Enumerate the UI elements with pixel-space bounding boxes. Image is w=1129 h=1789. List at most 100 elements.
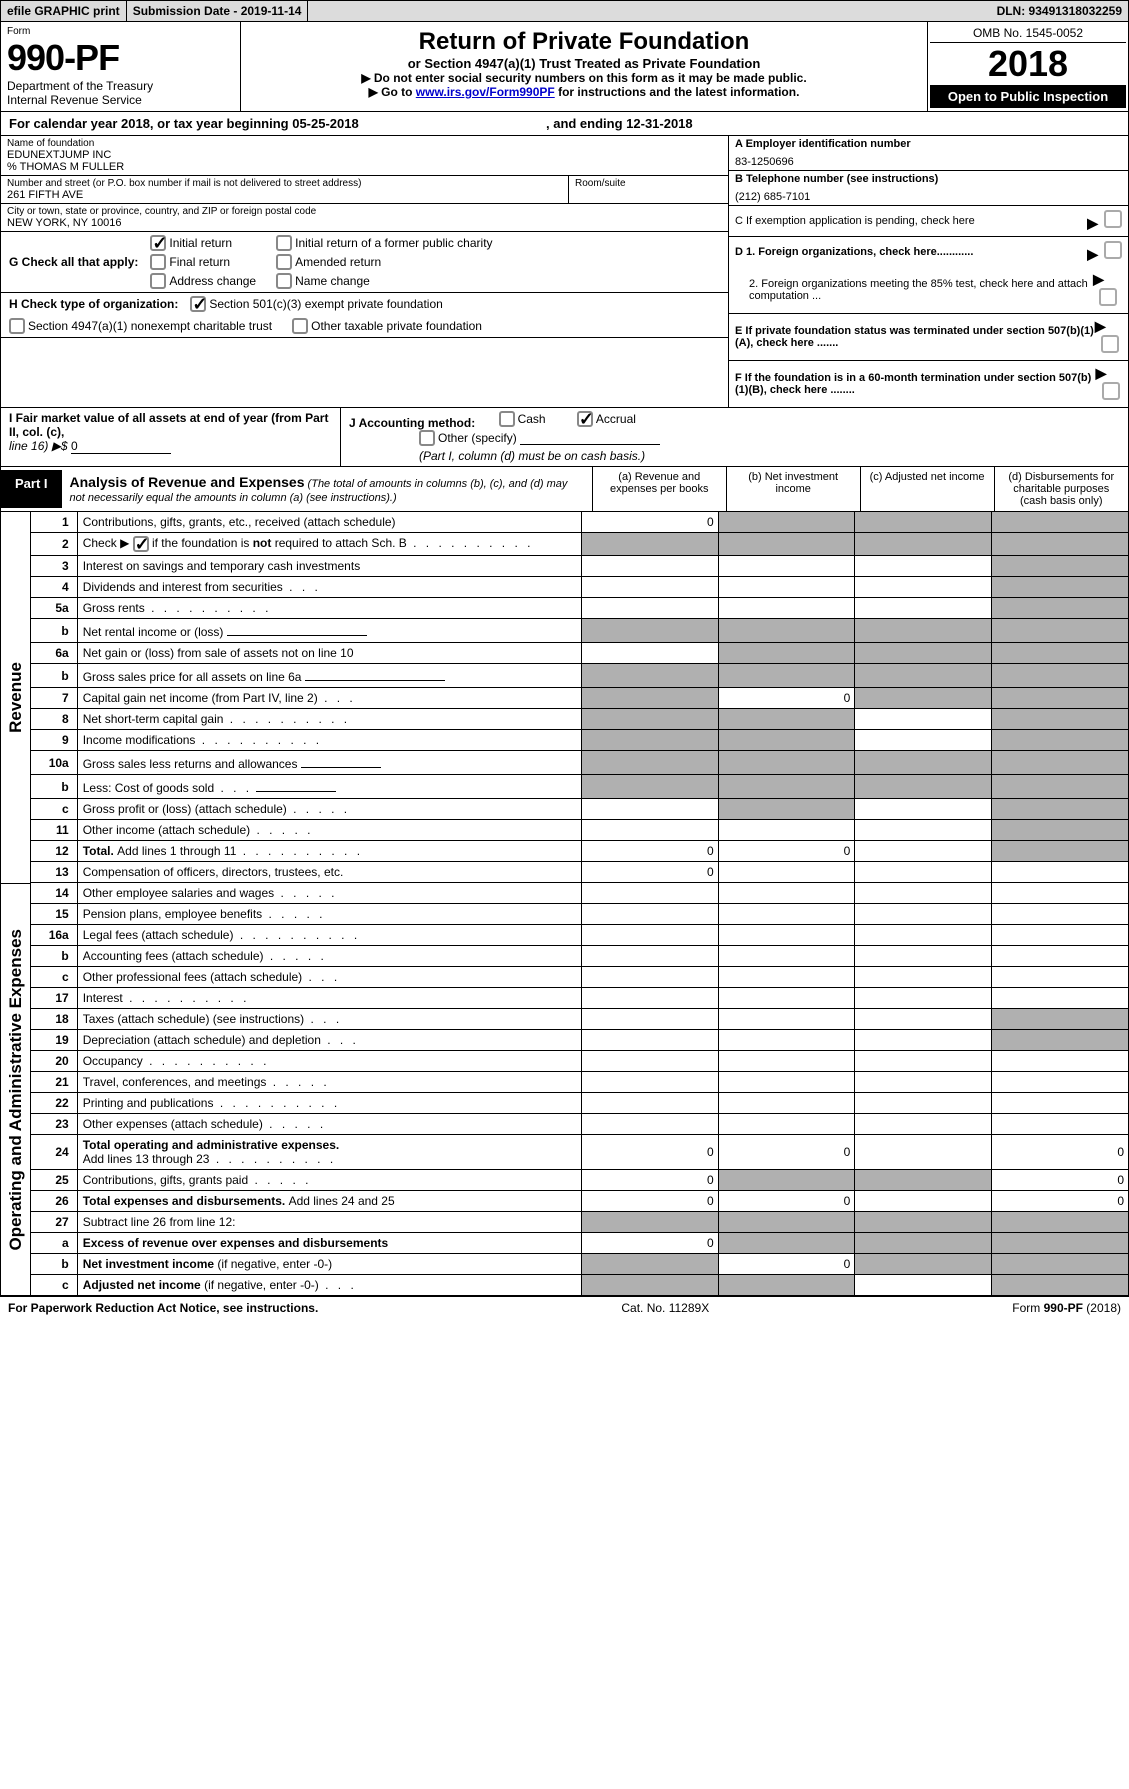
line-10b-desc: Less: Cost of goods sold [77, 775, 581, 799]
checkbox-d2[interactable] [1099, 288, 1117, 306]
cash-label: Cash [518, 412, 546, 426]
checkbox-501c3[interactable] [190, 296, 206, 312]
accrual-label: Accrual [596, 412, 636, 426]
line-16b-num: b [31, 946, 77, 967]
addr-label: Number and street (or P.O. box number if… [7, 178, 562, 189]
foundation-name-cell: Name of foundation EDUNEXTJUMP INC % THO… [1, 136, 728, 176]
line-1-c [855, 512, 992, 533]
checkbox-f[interactable] [1102, 382, 1120, 400]
cal-year-end: , and ending 12-31-2018 [546, 116, 693, 131]
line-11-desc: Other income (attach schedule) [77, 820, 581, 841]
4947-label: Section 4947(a)(1) nonexempt charitable … [28, 319, 272, 333]
initial-return-label: Initial return [169, 236, 232, 250]
checkbox-initial-former[interactable] [276, 235, 292, 251]
c-row: C If exemption application is pending, c… [729, 206, 1128, 237]
line-1-d [991, 512, 1128, 533]
main-table: Revenue Operating and Administrative Exp… [1, 512, 1128, 1295]
amended-label: Amended return [295, 255, 381, 269]
i-label: I Fair market value of all assets at end… [9, 411, 328, 439]
omb-number: OMB No. 1545-0052 [930, 24, 1126, 43]
line-14-desc: Other employee salaries and wages [77, 883, 581, 904]
line-16c-num: c [31, 967, 77, 988]
city-state-zip: NEW YORK, NY 10016 [7, 217, 722, 229]
checkbox-cash[interactable] [499, 411, 515, 427]
irs-link[interactable]: www.irs.gov/Form990PF [416, 85, 555, 99]
line-5a-num: 5a [31, 598, 77, 619]
checkbox-address-change[interactable] [150, 273, 166, 289]
part1-title-cell: Analysis of Revenue and Expenses (The to… [62, 470, 592, 508]
name-change-label: Name change [295, 274, 370, 288]
checkbox-e[interactable] [1101, 335, 1119, 353]
i-line: line 16) ▶$ [9, 439, 71, 453]
line-25-num: 25 [31, 1170, 77, 1191]
line-20-num: 20 [31, 1051, 77, 1072]
line-6a-desc: Net gain or (loss) from sale of assets n… [77, 643, 581, 664]
initial-former-label: Initial return of a former public charit… [295, 236, 492, 250]
checkbox-d1[interactable] [1104, 241, 1122, 259]
line-9-num: 9 [31, 730, 77, 751]
line-27b-b: 0 [718, 1254, 855, 1275]
footer-left: For Paperwork Reduction Act Notice, see … [8, 1301, 318, 1315]
addr-change-label: Address change [169, 274, 256, 288]
address-row: Number and street (or P.O. box number if… [1, 176, 728, 204]
i-cell: I Fair market value of all assets at end… [1, 408, 341, 466]
part1-header-table: Part I Analysis of Revenue and Expenses … [1, 467, 1128, 512]
ein-value: 83-1250696 [735, 150, 1122, 168]
part1-title: Analysis of Revenue and Expenses [70, 474, 305, 490]
tel-label: B Telephone number (see instructions) [735, 173, 1122, 185]
checkbox-final-return[interactable] [150, 254, 166, 270]
line-3-num: 3 [31, 556, 77, 577]
checkbox-amended[interactable] [276, 254, 292, 270]
instr-ssn: ▶ Do not enter social security numbers o… [247, 71, 921, 85]
tax-year: 2018 [930, 43, 1126, 85]
checkbox-name-change[interactable] [276, 273, 292, 289]
ein-label: A Employer identification number [735, 138, 1122, 150]
checkbox-c[interactable] [1104, 210, 1122, 228]
line-2-num: 2 [31, 533, 77, 556]
line-5b-num: b [31, 619, 77, 643]
line-26-num: 26 [31, 1191, 77, 1212]
col-c-header: (c) Adjusted net income [860, 467, 994, 512]
footer: For Paperwork Reduction Act Notice, see … [0, 1296, 1129, 1319]
checkbox-sch-b[interactable] [133, 536, 149, 552]
entity-left: Name of foundation EDUNEXTJUMP INC % THO… [1, 136, 728, 407]
line-6a-num: 6a [31, 643, 77, 664]
line-8-desc: Net short-term capital gain [77, 709, 581, 730]
care-of: % THOMAS M FULLER [7, 161, 722, 173]
g-check-row: G Check all that apply: Initial return F… [1, 232, 728, 293]
checkbox-initial-return[interactable] [150, 235, 166, 251]
room-cell: Room/suite [568, 176, 728, 203]
col-b-header: (b) Net investment income [726, 467, 860, 512]
form-title: Return of Private Foundation [247, 28, 921, 56]
line-18-desc: Taxes (attach schedule) (see instruction… [77, 1009, 581, 1030]
line-24-a: 0 [582, 1135, 719, 1170]
instr-pre: ▶ Go to [369, 85, 416, 99]
f-row: F If the foundation is in a 60-month ter… [729, 361, 1128, 407]
dept-irs: Internal Revenue Service [7, 93, 234, 107]
line-26-d: 0 [991, 1191, 1128, 1212]
checkbox-other-method[interactable] [419, 430, 435, 446]
line-19-desc: Depreciation (attach schedule) and deple… [77, 1030, 581, 1051]
line-27b-num: b [31, 1254, 77, 1275]
checkbox-accrual[interactable] [577, 411, 593, 427]
line-10c-desc: Gross profit or (loss) (attach schedule) [77, 799, 581, 820]
line-26-a: 0 [582, 1191, 719, 1212]
line-6b-num: b [31, 664, 77, 688]
city-cell: City or town, state or province, country… [1, 204, 728, 232]
line-26-desc: Total expenses and disbursements. Add li… [77, 1191, 581, 1212]
checkbox-other-taxable[interactable] [292, 318, 308, 334]
line-21-num: 21 [31, 1072, 77, 1093]
top-bar: efile GRAPHIC print Submission Date - 20… [1, 1, 1128, 22]
line-23-desc: Other expenses (attach schedule) [77, 1114, 581, 1135]
other-method-label: Other (specify) [438, 431, 517, 445]
checkbox-4947[interactable] [9, 318, 25, 334]
j-note: (Part I, column (d) must be on cash basi… [419, 449, 645, 463]
entity-right: A Employer identification number 83-1250… [728, 136, 1128, 407]
f-label: F If the foundation is in a 60-month ter… [735, 372, 1096, 396]
line-9-desc: Income modifications [77, 730, 581, 751]
line-25-a: 0 [582, 1170, 719, 1191]
line-4-num: 4 [31, 577, 77, 598]
d2-label: 2. Foreign organizations meeting the 85%… [735, 278, 1093, 302]
form-subtitle: or Section 4947(a)(1) Trust Treated as P… [247, 56, 921, 71]
line-22-num: 22 [31, 1093, 77, 1114]
